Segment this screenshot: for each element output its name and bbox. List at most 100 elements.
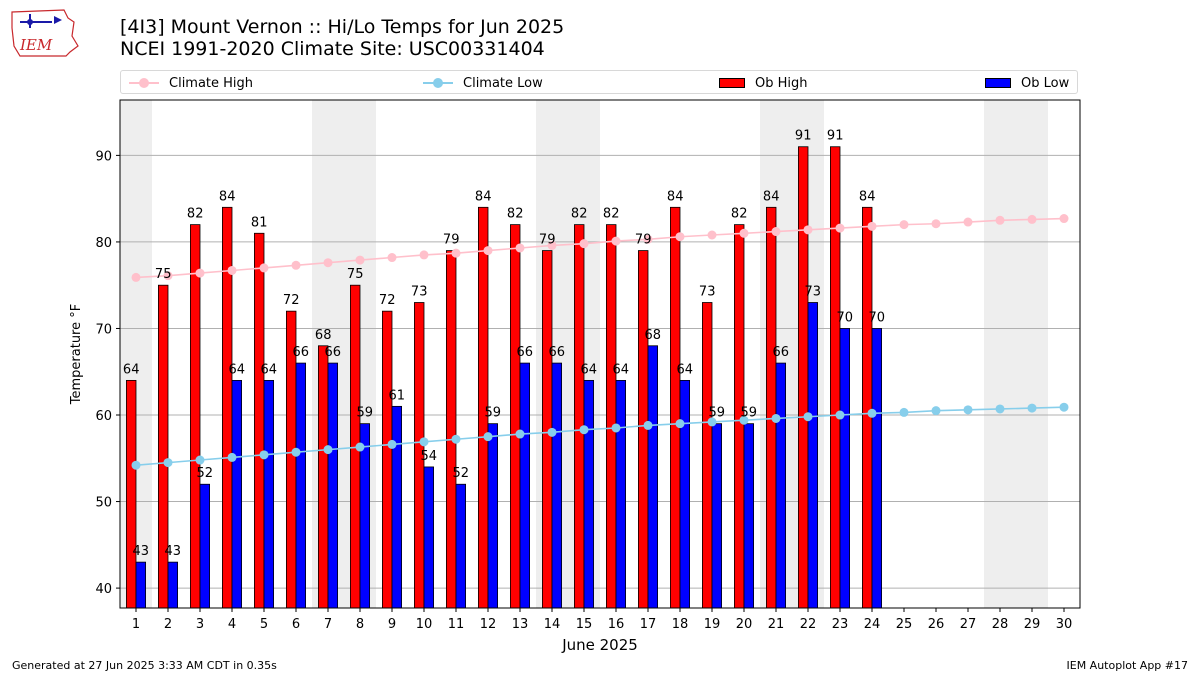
ob-low-label: 70 xyxy=(837,310,854,325)
ob-high-bar xyxy=(606,224,617,609)
ob-high-label: 75 xyxy=(347,267,364,282)
ob-low-label: 66 xyxy=(517,345,534,360)
x-tick-label: 4 xyxy=(228,617,236,632)
x-tick-label: 18 xyxy=(672,617,689,632)
y-tick-label: 90 xyxy=(95,149,112,164)
legend-climate-low-label: Climate Low xyxy=(463,75,543,91)
ob-low-label: 59 xyxy=(741,406,758,421)
climate-high-point xyxy=(579,239,589,249)
climate-high-point xyxy=(739,228,749,238)
climate-high-point xyxy=(1027,214,1037,224)
ob-low-label: 52 xyxy=(197,466,214,481)
climate-low-point xyxy=(259,450,269,460)
ob-low-bar xyxy=(391,405,403,609)
ob-high-label: 64 xyxy=(123,362,140,377)
ob-high-label: 84 xyxy=(859,189,876,204)
x-tick-label: 16 xyxy=(608,617,625,632)
ob-high-bar xyxy=(381,310,393,609)
climate-low-point xyxy=(995,404,1005,414)
ob-high-label: 73 xyxy=(699,285,716,300)
x-tick-label: 17 xyxy=(640,617,657,632)
ob-low-label: 43 xyxy=(133,544,150,559)
climate-low-point xyxy=(451,434,461,444)
climate-high-point xyxy=(675,232,685,242)
ob-low-label: 66 xyxy=(549,345,566,360)
y-tick-label: 60 xyxy=(95,409,112,424)
title-line-1: [4I3] Mount Vernon :: Hi/Lo Temps for Ju… xyxy=(120,16,565,38)
ob-low-label: 66 xyxy=(773,345,790,360)
ob-low-label: 61 xyxy=(389,388,406,403)
ob-high-bar xyxy=(574,224,585,609)
x-axis-label: June 2025 xyxy=(561,636,638,654)
climate-high-point xyxy=(355,255,365,265)
legend-climate-low: Climate Low xyxy=(423,74,543,92)
generated-footer: Generated at 27 Jun 2025 3:33 AM CDT in … xyxy=(12,659,277,672)
ob-high-bar xyxy=(445,250,457,609)
ob-low-label: 59 xyxy=(485,406,502,421)
ob-low-bar xyxy=(711,423,723,609)
ob-high-bar xyxy=(317,345,329,609)
ob-low-label: 43 xyxy=(165,544,182,559)
x-tick-label: 30 xyxy=(1056,617,1073,632)
iem-logo: IEM xyxy=(11,9,79,57)
x-tick-label: 19 xyxy=(704,617,721,632)
climate-low-point xyxy=(355,442,365,452)
climate-high-point xyxy=(483,246,493,256)
app-footer: IEM Autoplot App #17 xyxy=(1066,659,1189,672)
ob-high-label: 79 xyxy=(635,233,652,248)
ob-high-label: 79 xyxy=(443,233,460,248)
climate-low-point xyxy=(419,437,429,447)
y-axis-label: Temperature °F xyxy=(69,304,84,405)
climate-high-point xyxy=(835,223,845,233)
x-tick-label: 10 xyxy=(416,617,433,632)
legend-ob-high: Ob High xyxy=(719,74,808,92)
ob-low-bar xyxy=(359,423,371,609)
climate-low-point xyxy=(227,452,237,462)
climate-low-point xyxy=(931,406,941,416)
climate-low-point xyxy=(291,447,301,457)
ob-low-bar xyxy=(455,483,467,609)
climate-low-point xyxy=(547,427,557,437)
x-tick-label: 8 xyxy=(356,617,364,632)
legend-climate-high-label: Climate High xyxy=(169,75,254,91)
x-tick-label: 3 xyxy=(196,617,204,632)
ob-low-bar xyxy=(615,379,627,609)
x-tick-label: 2 xyxy=(164,617,172,632)
ob-high-label: 82 xyxy=(731,207,748,222)
climate-low-line xyxy=(135,406,1065,467)
ob-high-bar xyxy=(126,379,137,609)
ob-high-label: 84 xyxy=(763,189,780,204)
ob-high-bar xyxy=(253,232,265,609)
ob-high-bar xyxy=(189,224,201,609)
climate-low-point xyxy=(163,458,173,468)
logo-text: IEM xyxy=(19,36,53,54)
x-tick-label: 14 xyxy=(544,617,561,632)
climate-low-point xyxy=(963,405,973,415)
climate-high-point xyxy=(451,248,461,258)
x-tick-label: 12 xyxy=(480,617,497,632)
legend-ob-high-label: Ob High xyxy=(755,75,808,91)
x-tick-label: 22 xyxy=(800,617,817,632)
climate-high-point xyxy=(387,253,397,263)
climate-high-point xyxy=(515,243,525,253)
ob-high-label: 79 xyxy=(539,233,556,248)
ob-low-bar xyxy=(551,362,563,609)
x-tick-label: 25 xyxy=(896,617,913,632)
ob-high-label: 82 xyxy=(507,207,524,222)
ob-low-bar xyxy=(871,328,883,609)
chart-title: [4I3] Mount Vernon :: Hi/Lo Temps for Ju… xyxy=(120,16,564,60)
climate-high-point xyxy=(291,260,301,270)
x-tick-label: 7 xyxy=(324,617,332,632)
climate-high-point xyxy=(131,272,141,282)
ob-high-label: 82 xyxy=(571,207,588,222)
plot-frame xyxy=(119,99,1081,609)
climate-high-point xyxy=(867,221,877,231)
climate-low-point xyxy=(803,412,813,422)
climate-low-point xyxy=(323,445,333,455)
climate-low-point xyxy=(1059,402,1069,412)
ob-low-bar xyxy=(743,423,755,609)
ob-high-label: 82 xyxy=(603,207,620,222)
y-tick-label: 70 xyxy=(95,322,112,337)
climate-high-point xyxy=(995,215,1005,225)
